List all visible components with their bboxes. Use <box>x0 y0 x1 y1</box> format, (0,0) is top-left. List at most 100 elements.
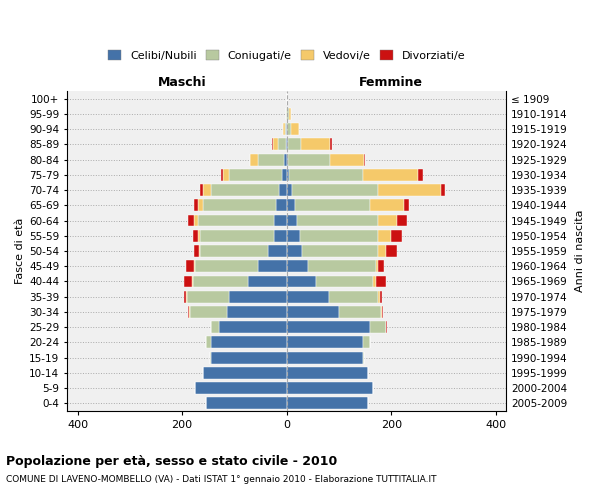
Bar <box>229 169 281 181</box>
Bar <box>287 276 316 287</box>
Bar <box>289 169 362 181</box>
Bar <box>289 108 292 120</box>
Bar <box>404 200 409 211</box>
Bar <box>250 154 258 166</box>
Bar <box>287 352 362 364</box>
Bar <box>287 367 368 379</box>
Bar <box>289 154 330 166</box>
Bar <box>194 214 198 226</box>
Bar <box>302 245 378 257</box>
Bar <box>386 245 397 257</box>
Bar <box>362 169 418 181</box>
Y-axis label: Anni di nascita: Anni di nascita <box>575 210 585 292</box>
Bar <box>329 291 378 302</box>
Bar <box>378 291 380 302</box>
Bar <box>200 245 268 257</box>
Bar <box>287 260 308 272</box>
Bar <box>286 138 287 150</box>
Bar <box>330 154 364 166</box>
Bar <box>276 200 287 211</box>
Bar <box>378 184 441 196</box>
Bar <box>287 321 370 333</box>
Bar <box>287 184 292 196</box>
Bar <box>193 230 198 241</box>
Bar <box>287 245 302 257</box>
Bar <box>198 230 200 241</box>
Bar <box>199 245 200 257</box>
Bar <box>268 245 287 257</box>
Bar <box>339 306 381 318</box>
Bar <box>287 169 289 181</box>
Bar <box>287 230 300 241</box>
Bar <box>184 276 191 287</box>
Bar <box>211 352 287 364</box>
Bar <box>378 214 397 226</box>
Bar <box>229 291 287 302</box>
Bar <box>287 214 297 226</box>
Bar <box>187 291 229 302</box>
Bar <box>287 398 368 409</box>
Bar <box>227 306 287 318</box>
Bar <box>258 154 284 166</box>
Bar <box>223 169 229 181</box>
Bar <box>258 260 287 272</box>
Bar <box>203 367 287 379</box>
Bar <box>288 138 301 150</box>
Bar <box>292 123 299 135</box>
Bar <box>373 276 376 287</box>
Bar <box>195 260 258 272</box>
Bar <box>362 352 364 364</box>
Bar <box>211 336 287 348</box>
Text: COMUNE DI LAVENO-MOMBELLO (VA) - Dati ISTAT 1° gennaio 2010 - Elaborazione TUTTI: COMUNE DI LAVENO-MOMBELLO (VA) - Dati IS… <box>6 475 437 484</box>
Bar <box>370 321 386 333</box>
Bar <box>200 230 274 241</box>
Bar <box>194 245 199 257</box>
Bar <box>188 214 194 226</box>
Bar <box>287 306 339 318</box>
Bar <box>397 214 407 226</box>
Bar <box>194 260 195 272</box>
Bar <box>295 200 370 211</box>
Bar <box>301 138 329 150</box>
Bar <box>274 214 287 226</box>
Bar <box>281 169 287 181</box>
Bar <box>248 276 287 287</box>
Bar <box>287 154 289 166</box>
Bar <box>203 184 211 196</box>
Bar <box>287 108 289 120</box>
Bar <box>287 200 295 211</box>
Bar <box>441 184 445 196</box>
Bar <box>198 200 203 211</box>
Bar <box>272 138 278 150</box>
Text: Popolazione per età, sesso e stato civile - 2010: Popolazione per età, sesso e stato civil… <box>6 455 337 468</box>
Bar <box>378 260 383 272</box>
Text: Femmine: Femmine <box>359 76 424 89</box>
Bar <box>200 184 203 196</box>
Text: Maschi: Maschi <box>158 76 206 89</box>
Bar <box>297 214 378 226</box>
Bar <box>206 398 287 409</box>
Bar <box>329 138 332 150</box>
Bar <box>391 230 402 241</box>
Bar <box>287 123 292 135</box>
Bar <box>184 291 187 302</box>
Bar <box>376 260 378 272</box>
Bar <box>364 154 365 166</box>
Bar <box>190 306 227 318</box>
Bar <box>287 138 288 150</box>
Bar <box>284 123 286 135</box>
Bar <box>198 214 274 226</box>
Bar <box>187 260 194 272</box>
Bar <box>287 382 373 394</box>
Bar <box>210 352 211 364</box>
Bar <box>316 276 373 287</box>
Bar <box>194 200 198 211</box>
Y-axis label: Fasce di età: Fasce di età <box>15 218 25 284</box>
Bar <box>300 230 378 241</box>
Bar <box>362 336 370 348</box>
Bar <box>191 276 193 287</box>
Bar <box>418 169 423 181</box>
Bar <box>380 291 382 302</box>
Bar <box>382 306 383 318</box>
Bar <box>283 123 284 135</box>
